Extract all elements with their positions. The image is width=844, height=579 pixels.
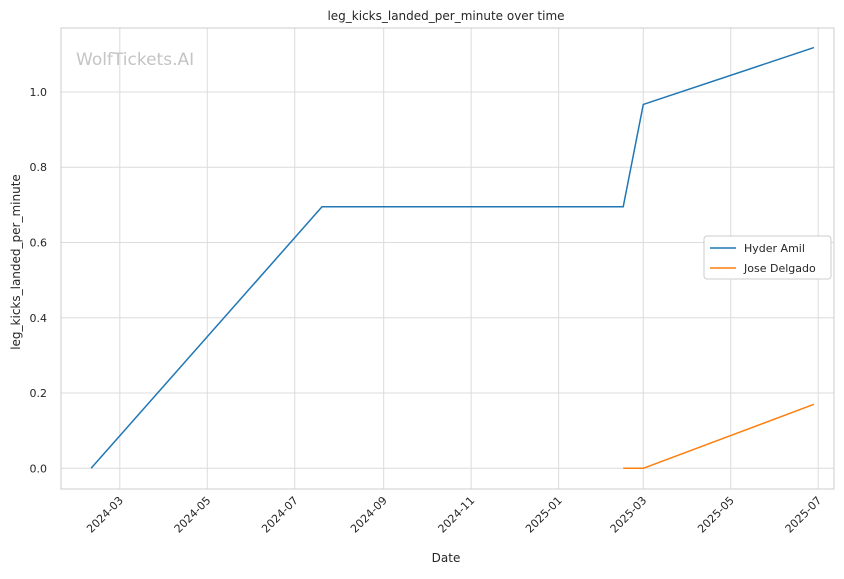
legend-label-hyder-amil: Hyder Amil: [744, 242, 805, 255]
y-tick-label: 0.8: [30, 161, 48, 174]
y-tick-label: 0.0: [30, 462, 48, 475]
watermark: WolfTickets.AI: [76, 50, 194, 70]
grid: [61, 28, 834, 489]
y-tick-label: 0.2: [30, 387, 48, 400]
chart-title: leg_kicks_landed_per_minute over time: [327, 9, 564, 23]
y-axis-ticks: 0.0 0.2 0.4 0.6 0.8 1.0: [30, 86, 48, 475]
legend: Hyder Amil Jose Delgado: [703, 235, 832, 280]
series-line-hyder-amil: [90, 46, 815, 469]
y-tick-label: 0.6: [30, 237, 48, 250]
y-tick-label: 0.4: [30, 312, 48, 325]
plot-area-frame: [60, 27, 835, 490]
y-axis-label: leg_kicks_landed_per_minute: [9, 174, 23, 350]
series-line-jose-delgado: [623, 403, 815, 470]
series-lines: [90, 46, 815, 470]
y-tick-label: 1.0: [30, 86, 48, 99]
x-axis-label: Date: [432, 551, 461, 565]
legend-label-jose-delgado: Jose Delgado: [743, 262, 816, 275]
